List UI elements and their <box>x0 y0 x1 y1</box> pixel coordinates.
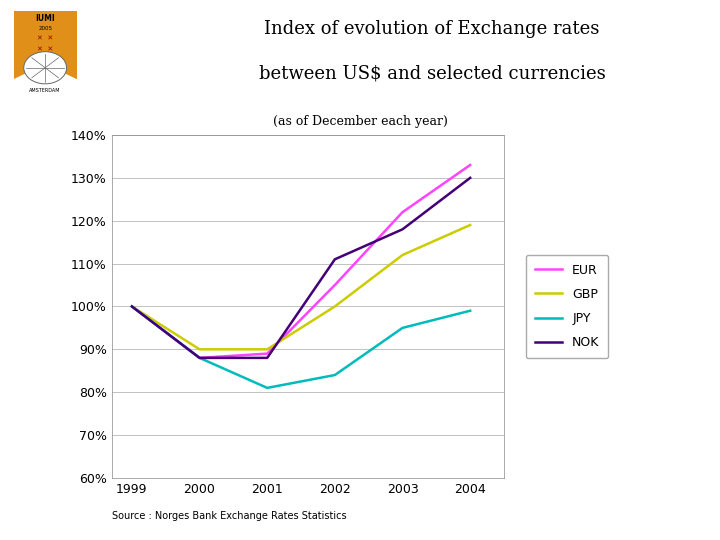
Text: ✕  ✕: ✕ ✕ <box>37 46 53 52</box>
GBP <box>466 222 474 228</box>
EUR <box>398 209 407 215</box>
JPY <box>263 384 271 391</box>
NOK <box>330 256 339 262</box>
NOK <box>263 355 271 361</box>
GBP <box>127 303 136 309</box>
JPY <box>398 325 407 331</box>
Text: 2005: 2005 <box>38 25 52 31</box>
Text: AMSTERDAM: AMSTERDAM <box>30 88 61 93</box>
NOK <box>195 355 204 361</box>
JPY <box>466 307 474 314</box>
Text: Source : Norges Bank Exchange Rates Statistics: Source : Norges Bank Exchange Rates Stat… <box>112 511 346 521</box>
NOK <box>398 226 407 233</box>
Line: JPY: JPY <box>132 306 470 388</box>
EUR <box>263 350 271 357</box>
EUR <box>195 355 204 361</box>
Polygon shape <box>14 64 76 79</box>
GBP <box>330 303 339 309</box>
GBP <box>263 346 271 353</box>
JPY <box>330 372 339 378</box>
GBP <box>195 346 204 353</box>
Line: NOK: NOK <box>132 178 470 358</box>
NOK <box>127 303 136 309</box>
Text: between US$ and selected currencies: between US$ and selected currencies <box>258 65 606 83</box>
EUR <box>330 282 339 288</box>
Text: Index of evolution of Exchange rates: Index of evolution of Exchange rates <box>264 20 600 38</box>
EUR <box>127 303 136 309</box>
NOK <box>466 174 474 181</box>
JPY <box>127 303 136 309</box>
GBP <box>398 252 407 258</box>
Legend: EUR, GBP, JPY, NOK: EUR, GBP, JPY, NOK <box>526 255 608 358</box>
Text: ✕  ✕: ✕ ✕ <box>37 36 53 42</box>
JPY <box>195 355 204 361</box>
EUR <box>466 162 474 168</box>
Circle shape <box>24 52 67 84</box>
Line: EUR: EUR <box>132 165 470 358</box>
FancyBboxPatch shape <box>14 11 76 79</box>
Text: IUMI: IUMI <box>35 14 55 23</box>
Text: (as of December each year): (as of December each year) <box>273 115 447 128</box>
Line: GBP: GBP <box>132 225 470 349</box>
